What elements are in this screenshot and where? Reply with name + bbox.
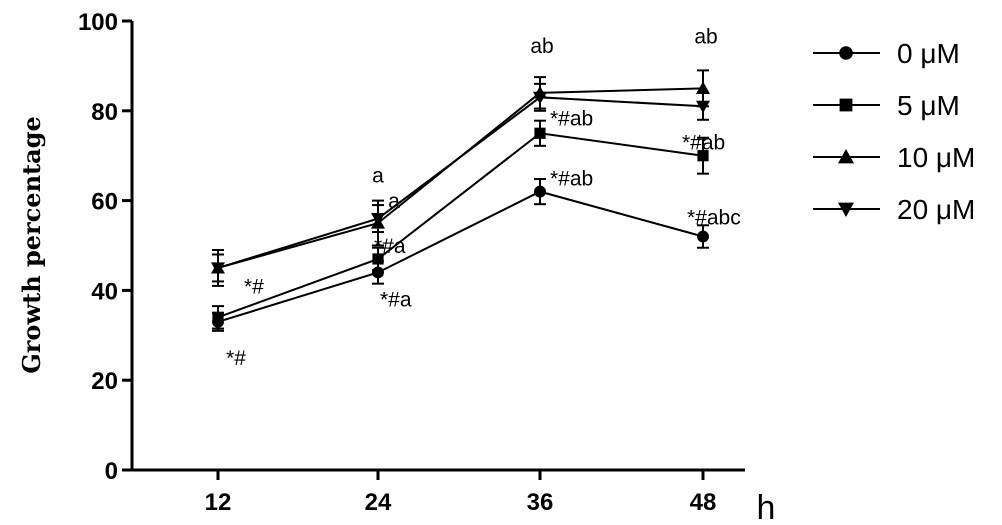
annotation-11: *#abc <box>687 207 741 230</box>
point-3-2 <box>533 91 547 105</box>
legend-marker-2 <box>838 149 854 164</box>
annotation-8: *#ab <box>550 168 593 191</box>
point-1-2 <box>534 127 546 139</box>
series-layer <box>211 69 710 332</box>
legend-label-2: 10 μM <box>897 142 975 173</box>
point-2-3 <box>696 81 710 94</box>
legend-item-2: 10 μM <box>813 142 975 173</box>
series-3 <box>211 82 710 283</box>
legend-item-1: 5 μM <box>813 90 960 121</box>
annotation-2: a <box>372 165 384 188</box>
series-line-2 <box>217 87 704 269</box>
x-axis-unit: h <box>757 489 776 525</box>
y-axis-label: Growth percentage <box>17 116 46 373</box>
legend-label-3: 20 μM <box>897 194 975 225</box>
legend-label-0: 0 μM <box>897 38 960 69</box>
legend-label-1: 5 μM <box>897 90 960 121</box>
x-ticks: 12 24 36 48 <box>205 470 717 516</box>
annotation-10: *#ab <box>682 132 725 155</box>
legend: 0 μM 5 μM 10 μM 20 μM <box>813 38 975 225</box>
series-1 <box>212 119 709 330</box>
y-tick-label-4: 80 <box>91 99 118 126</box>
point-1-3 <box>697 150 709 162</box>
y-tick-label-0: 0 <box>105 458 118 485</box>
y-tick-label-5: 100 <box>78 9 118 36</box>
x-tick-label-3: 48 <box>690 489 717 516</box>
point-0-3 <box>697 230 709 243</box>
point-3-1 <box>371 212 385 226</box>
annotation-5: *#a <box>380 288 412 311</box>
annotation-9: ab <box>694 25 717 48</box>
y-tick-label-2: 40 <box>91 278 118 305</box>
x-tick-label-0: 12 <box>205 489 232 516</box>
y-tick-label-1: 20 <box>91 368 118 395</box>
annotation-6: ab <box>530 35 553 58</box>
point-3-0 <box>211 262 225 275</box>
legend-item-0: 0 μM <box>813 38 960 69</box>
legend-marker-3 <box>838 202 854 217</box>
point-1-0 <box>212 311 224 323</box>
series-line-0 <box>217 190 704 323</box>
point-1-1 <box>372 253 384 265</box>
annotation-0: *# <box>244 275 264 298</box>
legend-marker-0 <box>839 46 853 60</box>
y-tick-label-3: 60 <box>91 189 118 216</box>
y-ticks: 0 20 40 60 80 100 <box>78 9 132 485</box>
series-line-1 <box>217 132 704 319</box>
legend-item-3: 20 μM <box>813 194 975 225</box>
series-line-3 <box>217 96 704 269</box>
annotation-7: *#ab <box>550 107 593 130</box>
x-tick-label-2: 36 <box>527 489 554 516</box>
x-tick-label-1: 24 <box>365 489 392 516</box>
legend-marker-1 <box>839 98 853 112</box>
point-3-3 <box>696 100 710 114</box>
series-0 <box>212 178 709 332</box>
annotation-3: a <box>388 190 400 213</box>
point-0-2 <box>534 185 546 198</box>
annotation-1: *# <box>226 347 246 370</box>
annotation-4: *#a <box>374 235 406 258</box>
